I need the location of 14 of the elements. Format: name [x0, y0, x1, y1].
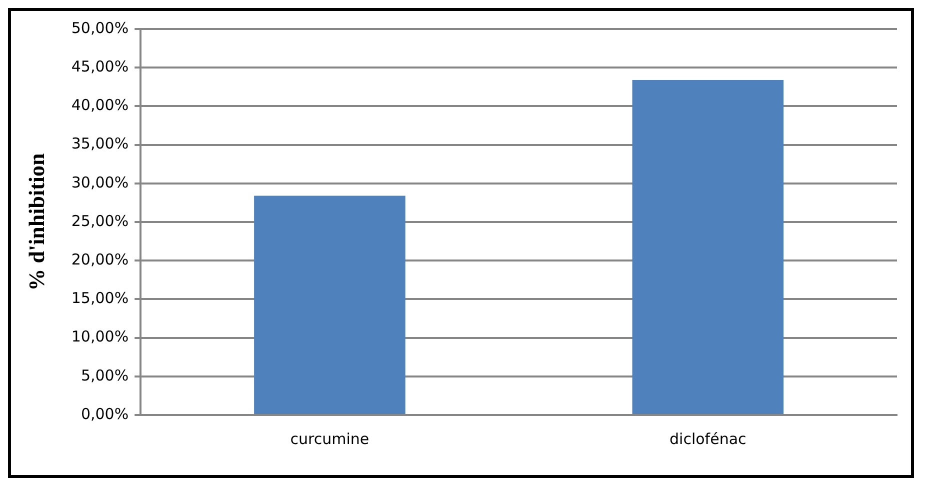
y-tick-label: 0,00% — [80, 404, 129, 423]
y-tick-label: 35,00% — [71, 134, 129, 153]
y-tick-label: 30,00% — [71, 173, 129, 192]
y-tick-label: 50,00% — [71, 18, 129, 37]
x-tick-label: curcumine — [290, 430, 370, 448]
y-tick-label: 45,00% — [71, 57, 129, 76]
y-tick-label: 15,00% — [71, 289, 129, 308]
y-tick-label: 20,00% — [71, 250, 129, 268]
x-tick-label: diclofénac — [670, 430, 746, 448]
y-tick-label: 5,00% — [80, 366, 129, 384]
y-tick-label: 10,00% — [71, 328, 129, 346]
y-axis-title: % d'inhibition — [24, 153, 49, 291]
y-tick-label: 25,00% — [71, 212, 129, 230]
y-tick-label: 40,00% — [71, 96, 129, 114]
